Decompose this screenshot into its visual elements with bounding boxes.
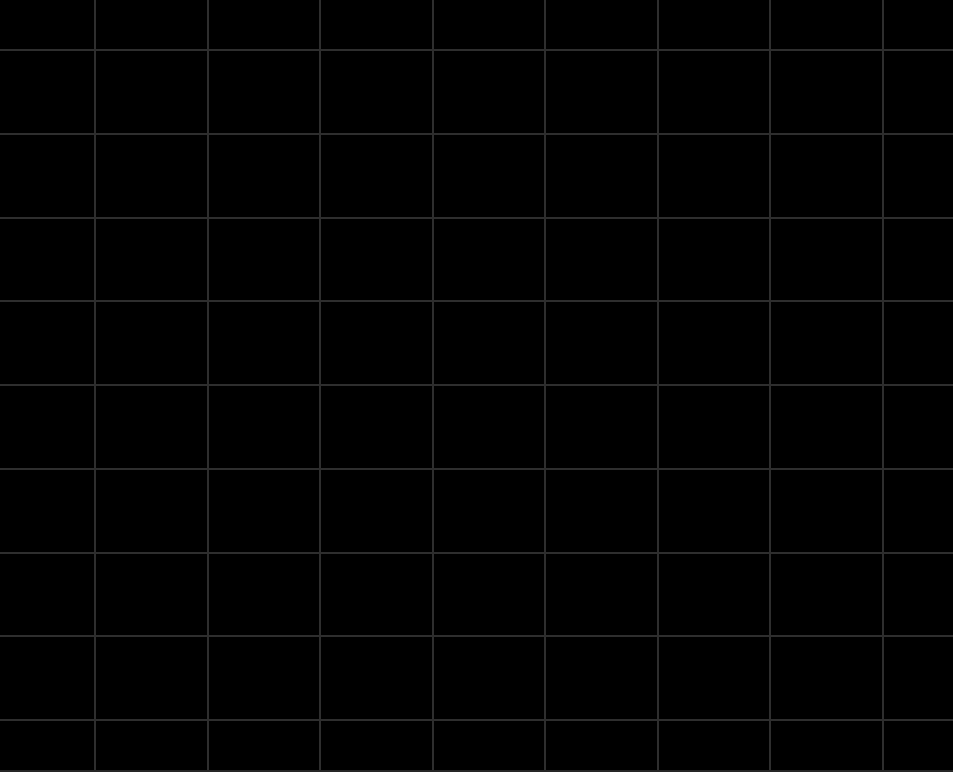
grid-line-horizontal bbox=[0, 384, 953, 386]
grid-line-horizontal bbox=[0, 719, 953, 721]
grid-line-vertical bbox=[206, 0, 209, 772]
grid-line-vertical bbox=[319, 0, 321, 772]
grid-line-horizontal bbox=[0, 467, 953, 470]
grid-line-vertical bbox=[431, 0, 434, 772]
grid-line-horizontal bbox=[0, 132, 953, 135]
grid-line-horizontal bbox=[0, 300, 953, 303]
grid-line-horizontal bbox=[0, 551, 953, 554]
grid-line-vertical bbox=[94, 0, 96, 772]
grid-line-vertical bbox=[881, 0, 884, 772]
grid-line-horizontal bbox=[0, 216, 953, 219]
grid-line-vertical bbox=[544, 0, 546, 772]
grid-line-horizontal bbox=[0, 635, 953, 638]
bottom-edge-line bbox=[0, 770, 953, 772]
grid-line-vertical bbox=[656, 0, 659, 772]
grid-line-vertical bbox=[769, 0, 771, 772]
grid-line-horizontal bbox=[0, 49, 953, 51]
